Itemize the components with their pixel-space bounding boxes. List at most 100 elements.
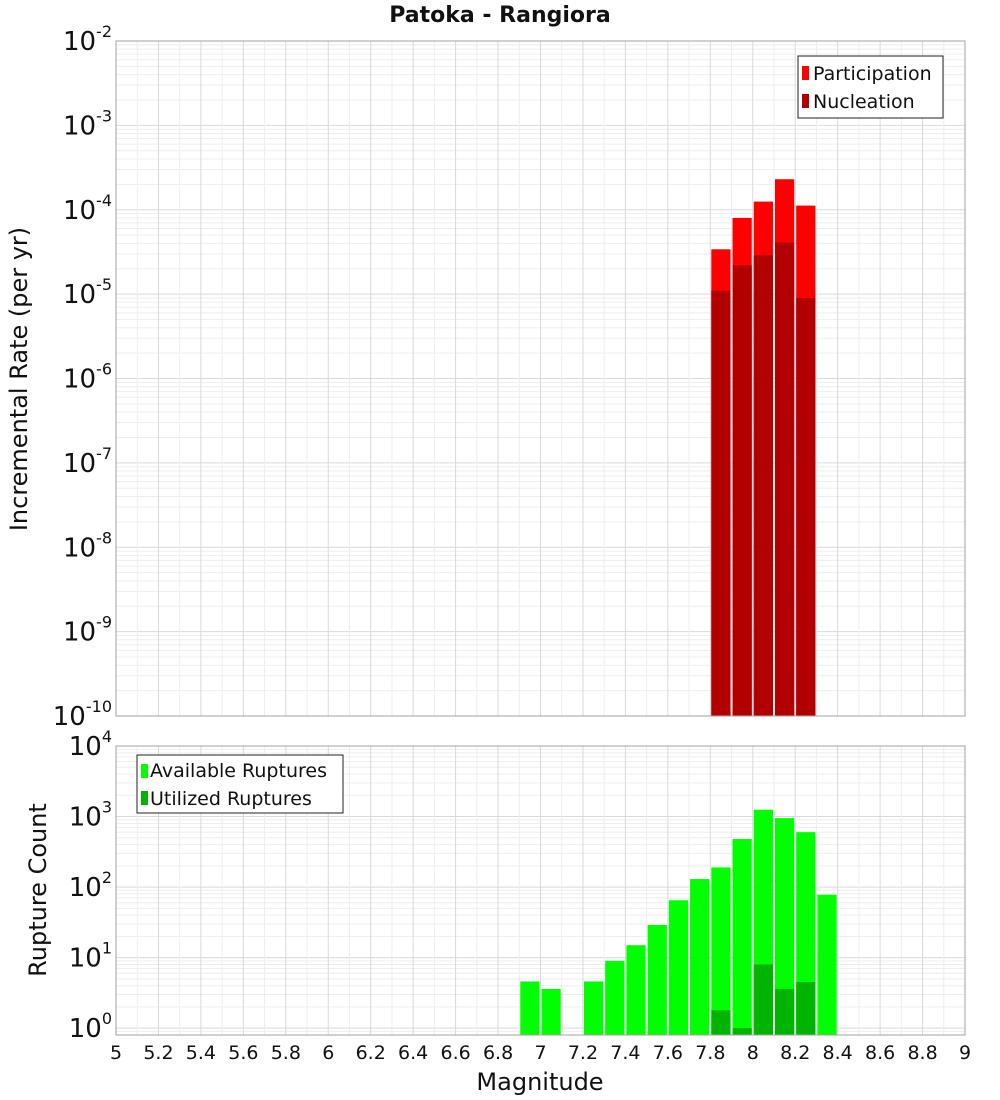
y-tick-exponent: 4 — [102, 727, 112, 746]
counts-y-axis-label: Rupture Count — [24, 803, 52, 977]
chart-title: Patoka - Rangiora — [389, 3, 610, 28]
y-tick-label: 10-7 — [63, 444, 112, 479]
x-tick-label: 8 — [747, 1042, 759, 1064]
y-tick-base: 10 — [69, 803, 102, 833]
available-ruptures-bar — [605, 960, 625, 1035]
y-tick-exponent: 0 — [102, 1009, 112, 1028]
x-tick-label: 7 — [534, 1042, 546, 1064]
nucleation-bar — [711, 290, 731, 716]
available-ruptures-bar — [541, 988, 561, 1035]
nucleation-bar — [753, 255, 773, 716]
available-ruptures-bar — [626, 945, 646, 1035]
y-tick-base: 10 — [63, 111, 96, 141]
y-tick-exponent: -5 — [96, 275, 112, 294]
y-tick-label: 100 — [69, 1009, 112, 1044]
y-tick-base: 10 — [63, 196, 96, 226]
available-legend-swatch — [141, 764, 148, 778]
utilized-legend-swatch — [141, 791, 148, 805]
nucleation-bar — [774, 242, 795, 716]
available-ruptures-bar — [711, 867, 731, 1035]
x-tick-label: 6.4 — [398, 1042, 428, 1064]
y-tick-exponent: -4 — [96, 191, 112, 210]
available-legend-label: Available Ruptures — [150, 760, 327, 782]
y-tick-label: 102 — [69, 868, 112, 903]
x-tick-label: 5.6 — [228, 1042, 258, 1064]
x-tick-label: 7.4 — [610, 1042, 640, 1064]
nucleation-legend-label: Nucleation — [813, 91, 915, 113]
x-tick-label: 7.6 — [653, 1042, 683, 1064]
y-tick-exponent: -2 — [96, 22, 112, 41]
y-tick-label: 10-10 — [53, 697, 112, 732]
y-tick-base: 10 — [69, 1014, 102, 1044]
available-ruptures-bar — [520, 981, 540, 1035]
utilized-legend-label: Utilized Ruptures — [150, 788, 312, 810]
rates-legend: Participation Nucleation — [797, 55, 944, 119]
y-tick-base: 10 — [69, 732, 102, 762]
y-tick-label: 10-2 — [63, 22, 112, 57]
available-ruptures-bar — [690, 879, 710, 1035]
y-tick-label: 10-9 — [63, 613, 112, 648]
rates-grid — [115, 40, 966, 717]
y-tick-base: 10 — [63, 533, 96, 563]
y-tick-exponent: 3 — [102, 798, 112, 817]
x-tick-label: 5.8 — [271, 1042, 301, 1064]
y-tick-base: 10 — [63, 27, 96, 57]
y-tick-exponent: -7 — [96, 444, 112, 463]
y-tick-exponent: -10 — [86, 697, 112, 716]
rates-plot-frame — [115, 40, 966, 717]
y-tick-label: 10-5 — [63, 275, 112, 310]
y-tick-label: 10-4 — [63, 191, 112, 226]
counts-x-ticks: 5 5.2 5.4 5.6 5.8 6 6.2 6.4 6.6 6.8 7 7.2 7.4 7.6 7.8 8… — [110, 1042, 971, 1064]
counts-bars — [520, 809, 837, 1035]
y-tick-base: 10 — [69, 873, 102, 903]
rates-bars — [711, 179, 816, 716]
counts-plot-frame — [115, 745, 966, 1036]
x-tick-label: 7.2 — [568, 1042, 598, 1064]
y-tick-base: 10 — [69, 944, 102, 974]
available-ruptures-bar — [668, 900, 689, 1035]
nucleation-legend-swatch — [802, 94, 809, 108]
y-tick-exponent: -9 — [96, 613, 112, 632]
y-tick-label: 103 — [69, 798, 112, 833]
rates-y-axis-label: Incremental Rate (per yr) — [5, 227, 33, 531]
utilized-ruptures-bar — [753, 964, 773, 1035]
counts-legend-box — [136, 754, 344, 814]
available-ruptures-bar — [732, 839, 752, 1035]
utilized-ruptures-bar — [711, 1010, 731, 1035]
x-tick-label: 8.8 — [907, 1042, 937, 1064]
available-ruptures-bar — [647, 925, 667, 1035]
x-tick-label: 6 — [322, 1042, 334, 1064]
y-tick-label: 10-3 — [63, 106, 112, 141]
x-tick-label: 8.4 — [823, 1042, 853, 1064]
nucleation-bar — [732, 265, 752, 716]
y-tick-base: 10 — [63, 365, 96, 395]
y-tick-label: 10-6 — [63, 360, 112, 395]
utilized-ruptures-bar — [732, 1028, 752, 1035]
y-tick-label: 101 — [69, 939, 112, 974]
x-tick-label: 5.2 — [143, 1042, 173, 1064]
utilized-ruptures-bar — [774, 988, 795, 1035]
y-tick-base: 10 — [63, 280, 96, 310]
x-tick-label: 5 — [110, 1042, 122, 1064]
y-tick-exponent: 1 — [102, 939, 112, 958]
rates-legend-box — [797, 55, 944, 119]
y-tick-base: 10 — [63, 449, 96, 479]
y-tick-base: 10 — [63, 618, 96, 648]
x-tick-label: 9 — [959, 1042, 971, 1064]
x-tick-label: 6.6 — [440, 1042, 470, 1064]
participation-legend-swatch — [802, 66, 809, 80]
y-tick-exponent: -3 — [96, 106, 112, 125]
nucleation-bar — [796, 297, 816, 716]
x-tick-label: 6.2 — [356, 1042, 386, 1064]
utilized-ruptures-bar — [796, 982, 816, 1035]
counts-legend: Available Ruptures Utilized Ruptures — [136, 754, 344, 814]
x-tick-label: 8.2 — [780, 1042, 810, 1064]
x-tick-label: 5.4 — [186, 1042, 216, 1064]
y-tick-label: 10-8 — [63, 528, 112, 563]
x-tick-label: 8.6 — [865, 1042, 895, 1064]
